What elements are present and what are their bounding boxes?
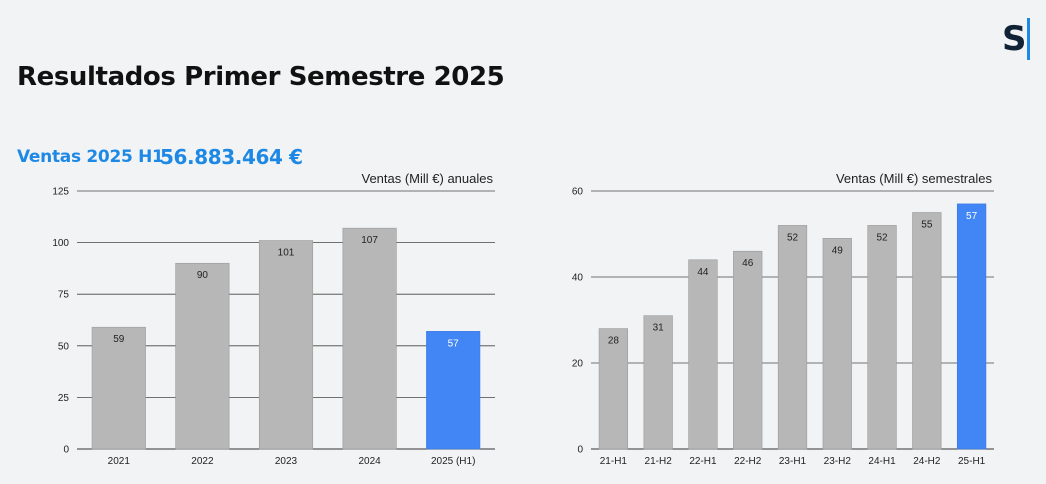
category-label: 2023 xyxy=(275,456,298,467)
data-label: 57 xyxy=(966,211,978,222)
chart-title: Ventas (Mill €) semestrales xyxy=(836,171,993,186)
data-label: 57 xyxy=(448,338,460,349)
logo-letter: S xyxy=(1002,19,1027,59)
data-label: 52 xyxy=(876,232,888,243)
y-tick-label: 125 xyxy=(52,187,69,198)
data-label: 55 xyxy=(921,220,933,231)
sales-label: Ventas 2025 H1 xyxy=(17,147,164,167)
sales-value: 56.883.464 € xyxy=(160,145,303,169)
semester-sales-chart: Ventas (Mill €) semestrales 0 20 40 60 28 21-H… xyxy=(572,171,994,467)
data-label: 52 xyxy=(787,232,799,243)
category-label: 2024 xyxy=(358,456,381,467)
bar xyxy=(867,225,897,450)
bar xyxy=(956,203,987,450)
category-label: 24-H2 xyxy=(913,456,941,467)
data-label: 49 xyxy=(832,245,844,256)
y-tick-label: 50 xyxy=(58,341,70,352)
bar xyxy=(912,212,942,450)
data-label: 59 xyxy=(113,334,125,345)
data-label: 107 xyxy=(361,235,378,246)
category-label: 25-H1 xyxy=(958,456,986,467)
y-tick-label: 0 xyxy=(577,445,583,456)
page-title: Resultados Primer Semestre 2025 xyxy=(17,62,505,92)
bar xyxy=(91,326,146,450)
bar xyxy=(688,259,718,450)
category-label: 22-H2 xyxy=(734,456,762,467)
bar xyxy=(733,250,763,450)
bar xyxy=(175,262,230,450)
category-label: 24-H1 xyxy=(868,456,896,467)
data-label: 31 xyxy=(653,323,665,334)
category-label: 2022 xyxy=(191,456,214,467)
y-tick-label: 75 xyxy=(58,290,70,301)
bar xyxy=(822,238,852,450)
y-tick-label: 100 xyxy=(52,238,69,249)
category-label: 21-H2 xyxy=(645,456,673,467)
data-label: 101 xyxy=(278,248,295,259)
category-label: 2025 (H1) xyxy=(431,456,475,467)
category-label: 23-H1 xyxy=(779,456,807,467)
y-tick-label: 60 xyxy=(572,187,584,198)
bar xyxy=(258,240,314,450)
logo-bar xyxy=(1027,18,1030,60)
annual-sales-chart: Ventas (Mill €) anuales 0 25 50 75 100 125 59 20… xyxy=(52,171,495,467)
category-label: 2021 xyxy=(108,456,131,467)
category-label: 22-H1 xyxy=(689,456,717,467)
bar xyxy=(342,227,397,450)
bar xyxy=(426,331,481,450)
bar xyxy=(643,315,673,450)
brand-logo: S xyxy=(1002,18,1036,62)
y-tick-label: 0 xyxy=(63,445,69,456)
bar xyxy=(777,225,808,450)
chart-title: Ventas (Mill €) anuales xyxy=(361,171,493,186)
y-tick-label: 20 xyxy=(572,359,584,370)
data-label: 46 xyxy=(742,258,754,269)
data-label: 90 xyxy=(197,270,209,281)
y-tick-label: 40 xyxy=(572,273,584,284)
data-label: 28 xyxy=(608,336,620,347)
category-label: 21-H1 xyxy=(600,456,628,467)
category-label: 23-H2 xyxy=(824,456,852,467)
data-label: 44 xyxy=(697,267,709,278)
y-tick-label: 25 xyxy=(58,393,70,404)
bar xyxy=(598,328,629,450)
